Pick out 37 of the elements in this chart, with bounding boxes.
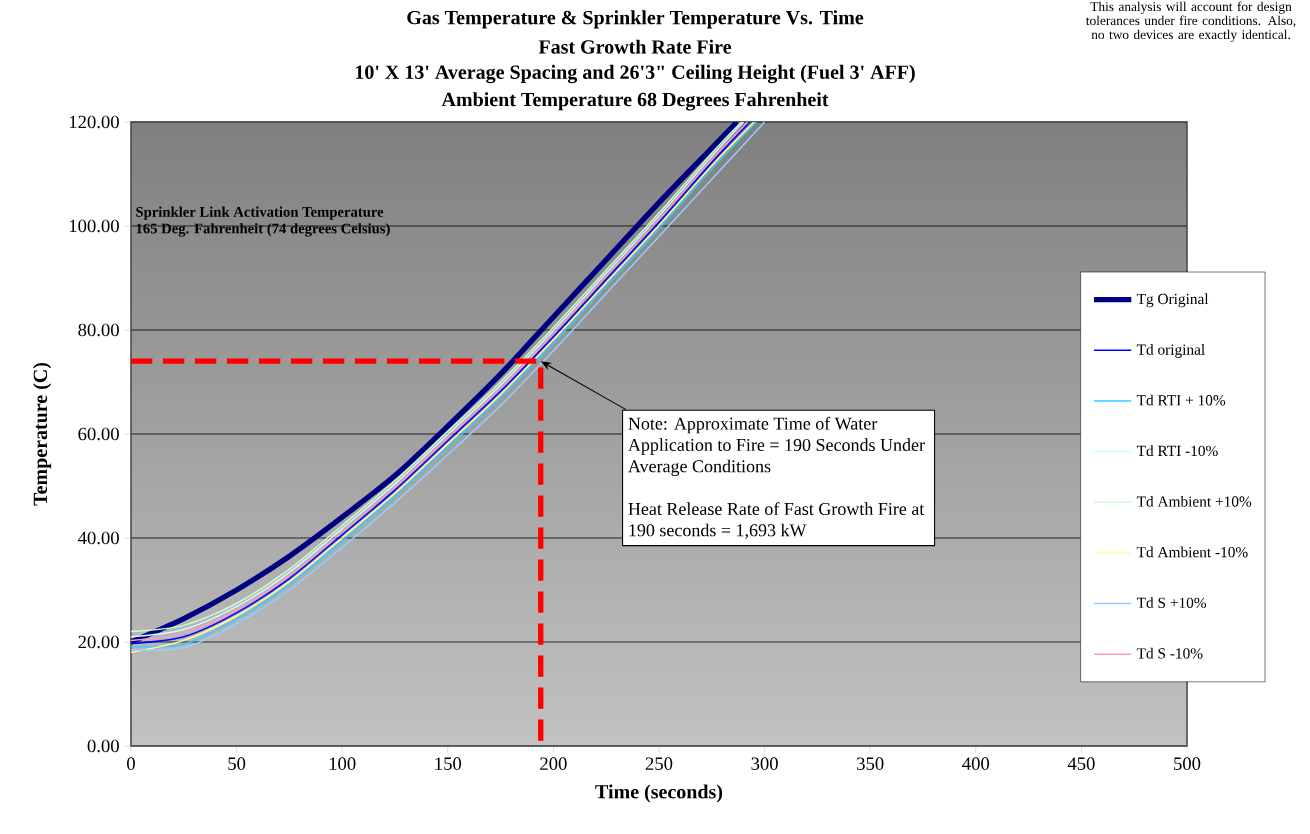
y-tick-label: 0.00 [87,739,119,753]
legend-label: Td original [1136,343,1205,358]
annotation: 165 Deg. Fahrenheit (74 degrees Celsius) [136,223,390,237]
x-axis-title: Time (seconds) [595,784,723,803]
y-tick-label: 20.00 [78,635,119,649]
y-tick-label: 120.00 [69,115,119,129]
text: Ambient Temperature 68 Degrees Fahrenheit [441,92,829,111]
y-tick-label: 100.00 [69,219,119,233]
text: 10' X 13' Average Spacing and 26'3" Ceiling Height (Fuel 3' AFF) [355,64,915,84]
x-tick-label: 400 [962,757,990,770]
legend-label: Td RTI + 10% [1136,394,1226,406]
x-tick-label: 500 [1174,757,1201,770]
chart-title: Gas Temperature & Sprinkler Temperature Vs. Time [407,10,864,29]
x-tick-label: 250 [645,757,673,770]
x-tick-label: 0 [127,757,135,770]
y-tick-label: 60.00 [78,427,119,441]
x-tick-label: 350 [857,757,884,770]
legend-label: Td Ambient +10% [1136,495,1252,507]
annotation: Sprinkler Link Activation Temperature [136,206,384,220]
legend-label: Td S +10% [1136,597,1207,609]
x-tick-label: 200 [540,757,567,770]
annotation: Heat Release Rate of Fast Growth Fire at 190 seconds = 1,693 kW [628,502,925,539]
legend-label: Td S -10% [1136,647,1203,659]
annotation: Note: Approximate Time of Water Application to Fire = 190 Seconds Under Average Conditions [628,416,925,477]
x-tick-label: 100 [329,757,356,770]
text: This analysis will account for design tolerances under fire conditions. Also, no two devices are exactly identical. [1085,1,1296,42]
y-axis-title: Temperature (C) [33,362,52,506]
x-tick-label: 300 [751,757,778,770]
y-tick-label: 40.00 [77,531,119,545]
legend-label: Td Ambient -10% [1136,546,1248,558]
legend-label: Td RTI -10% [1136,445,1218,457]
chart-subtitle: Fast Growth Rate Fire [538,39,732,54]
legend-label: Tg Original [1136,293,1209,308]
x-tick-label: 450 [1067,757,1095,770]
x-tick-label: 50 [228,757,246,770]
y-tick-label: 80.00 [78,323,119,337]
x-tick-label: 150 [435,757,462,770]
